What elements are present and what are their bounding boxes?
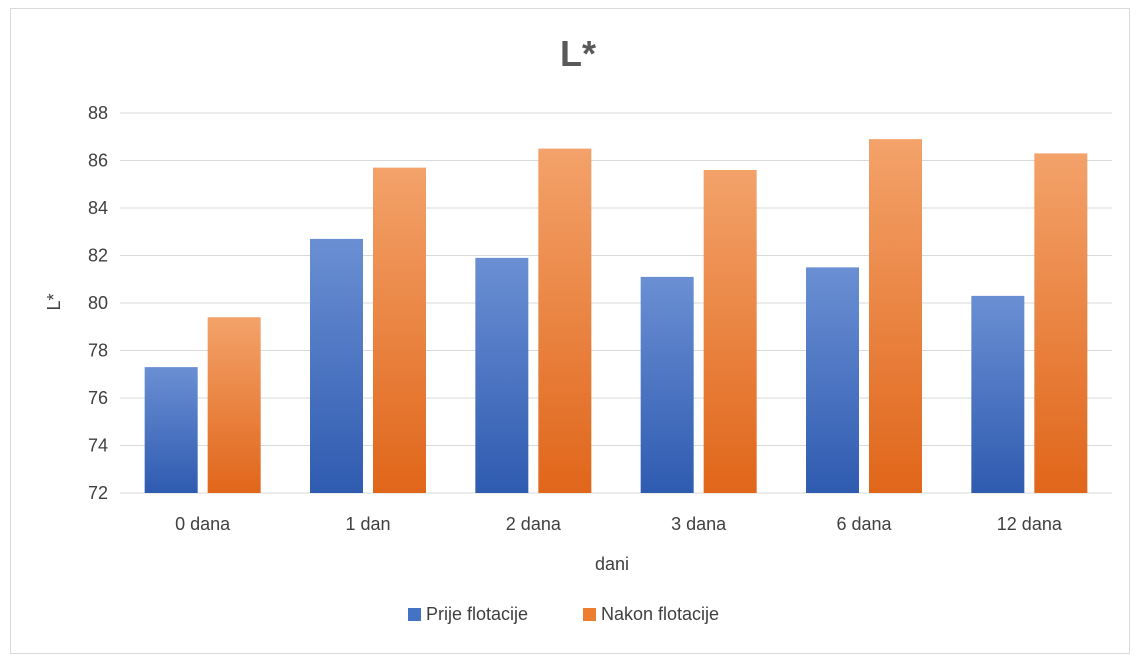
x-tick-label: 2 dana — [506, 514, 562, 534]
x-tick-label: 3 dana — [671, 514, 727, 534]
y-tick-labels: 72 74 76 78 80 82 84 86 88 — [88, 103, 108, 503]
gridlines — [120, 112, 1112, 494]
legend-swatch-1 — [583, 608, 596, 621]
chart-title: L* — [560, 33, 596, 74]
bar-prije-3 — [640, 276, 694, 493]
y-tick-label: 80 — [88, 293, 108, 313]
x-axis-label: dani — [595, 554, 629, 574]
x-tick-labels: 0 dana 1 dan 2 dana 3 dana 6 dana 12 dana — [175, 514, 1063, 534]
y-tick-label: 88 — [88, 103, 108, 123]
y-tick-label: 82 — [88, 246, 108, 266]
x-tick-label: 12 dana — [997, 514, 1063, 534]
legend-swatch-0 — [408, 608, 421, 621]
y-axis-label: L* — [44, 293, 64, 310]
bar-nakon-2 — [538, 148, 592, 493]
y-tick-label: 76 — [88, 388, 108, 408]
bar-prije-4 — [806, 267, 859, 493]
bars — [144, 139, 1088, 493]
bar-prije-2 — [475, 257, 529, 493]
bar-prije-5 — [971, 295, 1025, 493]
y-tick-label: 72 — [88, 483, 108, 503]
y-tick-label: 86 — [88, 151, 108, 171]
y-tick-label: 78 — [88, 341, 108, 361]
bar-nakon-1 — [373, 167, 426, 493]
bar-nakon-4 — [869, 139, 922, 493]
bar-nakon-5 — [1034, 153, 1088, 493]
x-tick-label: 6 dana — [836, 514, 892, 534]
legend-label-1: Nakon flotacije — [601, 604, 719, 624]
y-tick-label: 84 — [88, 198, 108, 218]
bar-prije-1 — [310, 238, 363, 493]
y-tick-label: 74 — [88, 436, 108, 456]
bar-nakon-3 — [703, 170, 757, 493]
x-tick-label: 1 dan — [345, 514, 390, 534]
x-tick-label: 0 dana — [175, 514, 231, 534]
bar-nakon-0 — [207, 317, 261, 493]
bar-prije-0 — [144, 367, 198, 493]
legend-label-0: Prije flotacije — [426, 604, 528, 624]
legend: Prije flotacije Nakon flotacije — [408, 604, 719, 624]
